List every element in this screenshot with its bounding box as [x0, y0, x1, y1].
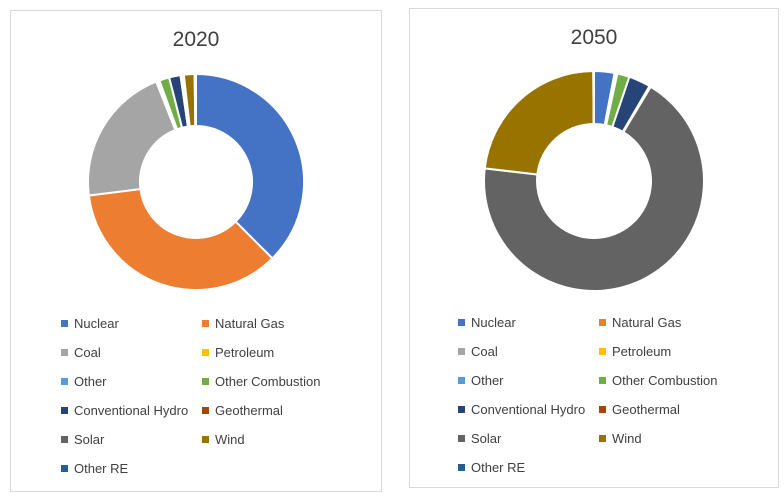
- legend-item-natural-gas: Natural Gas: [599, 315, 681, 330]
- legend-2020: Nuclear Natural Gas Coal Petroleum Other Othe…: [11, 11, 381, 491]
- slice-2020-other-re: [193, 72, 197, 128]
- legend-label: Other Combustion: [612, 373, 718, 388]
- chart-2050-panel: 2050 Nuclear Natural Gas Coal Petroleum Othe…: [409, 8, 779, 488]
- legend-swatch: [202, 407, 209, 414]
- legend-item-coal: Coal: [458, 344, 498, 359]
- legend-item-other-re: Other RE: [61, 461, 128, 476]
- legend-swatch: [61, 378, 68, 385]
- legend-swatch: [599, 348, 606, 355]
- legend-label: Coal: [74, 345, 101, 360]
- legend-swatch: [61, 436, 68, 443]
- slice-2020-natural-gas: [87, 187, 274, 291]
- legend-swatch: [458, 464, 465, 471]
- legend-swatch: [202, 349, 209, 356]
- legend-label: Petroleum: [215, 345, 275, 360]
- legend-swatch: [599, 377, 606, 384]
- slice-2050-other-re: [592, 69, 595, 126]
- legend-label: Solar: [471, 431, 502, 446]
- legend-swatch: [599, 406, 606, 413]
- legend-swatch: [61, 465, 68, 472]
- legend-label: Conventional Hydro: [471, 402, 586, 417]
- legend-item-coal: Coal: [61, 345, 101, 360]
- legend-label: Coal: [471, 344, 498, 359]
- slice-2020-nuclear: [195, 72, 306, 260]
- legend-item-nuclear: Nuclear: [458, 315, 516, 330]
- chart-2020-panel: 2020 Nuclear Natural Gas Coal Petroleum Othe…: [10, 10, 382, 492]
- legend-swatch: [599, 435, 606, 442]
- legend-item-other-combustion: Other Combustion: [599, 373, 718, 388]
- slice-2050-solar: [483, 85, 706, 292]
- donut-chart-2020: [87, 72, 306, 291]
- legend-item-natural-gas: Natural Gas: [202, 316, 284, 331]
- legend-item-petroleum: Petroleum: [202, 345, 274, 360]
- legend-swatch: [61, 349, 68, 356]
- legend-item-conventional-hydro: Conventional Hydro: [61, 403, 188, 418]
- chart-title-2050: 2050: [570, 26, 618, 49]
- legend-swatch: [458, 348, 465, 355]
- legend-swatch: [458, 406, 465, 413]
- legend-label: Nuclear: [74, 316, 119, 331]
- legend-item-geothermal: Geothermal: [202, 403, 283, 418]
- legend-label: Geothermal: [612, 402, 680, 417]
- legend-swatch: [202, 378, 209, 385]
- legend-item-conventional-hydro: Conventional Hydro: [458, 402, 585, 417]
- legend-swatch: [599, 319, 606, 326]
- legend-label: Other RE: [471, 460, 526, 475]
- donut-chart-2050: [483, 69, 706, 292]
- legend-label: Other: [74, 374, 107, 389]
- legend-label: Petroleum: [612, 344, 672, 359]
- legend-item-other: Other: [61, 374, 107, 389]
- legend-label: Wind: [215, 432, 245, 447]
- legend-label: Other: [471, 373, 504, 388]
- legend-swatch: [202, 320, 209, 327]
- legend-label: Other Combustion: [215, 374, 321, 389]
- legend-swatch: [458, 319, 465, 326]
- legend-item-solar: Solar: [61, 432, 104, 447]
- slice-2050-wind: [483, 69, 595, 176]
- legend-label: Natural Gas: [215, 316, 285, 331]
- legend-label: Conventional Hydro: [74, 403, 189, 418]
- chart-title-2020: 2020: [172, 28, 220, 51]
- legend-item-solar: Solar: [458, 431, 501, 446]
- legend-item-wind: Wind: [202, 432, 245, 447]
- slice-2020-coal: [87, 80, 177, 197]
- legend-label: Other RE: [74, 461, 129, 476]
- legend-label: Natural Gas: [612, 315, 682, 330]
- legend-swatch: [61, 407, 68, 414]
- legend-item-geothermal: Geothermal: [599, 402, 680, 417]
- legend-label: Solar: [74, 432, 105, 447]
- legend-swatch: [458, 377, 465, 384]
- legend-item-other-re: Other RE: [458, 460, 525, 475]
- legend-item-other: Other: [458, 373, 504, 388]
- legend-label: Nuclear: [471, 315, 516, 330]
- legend-item-petroleum: Petroleum: [599, 344, 671, 359]
- legend-2050: Nuclear Natural Gas Coal Petroleum Other Othe…: [410, 9, 778, 487]
- legend-item-other-combustion: Other Combustion: [202, 374, 321, 389]
- legend-item-wind: Wind: [599, 431, 642, 446]
- legend-label: Geothermal: [215, 403, 283, 418]
- legend-swatch: [202, 436, 209, 443]
- legend-label: Wind: [612, 431, 642, 446]
- legend-item-nuclear: Nuclear: [61, 316, 119, 331]
- legend-swatch: [458, 435, 465, 442]
- legend-swatch: [61, 320, 68, 327]
